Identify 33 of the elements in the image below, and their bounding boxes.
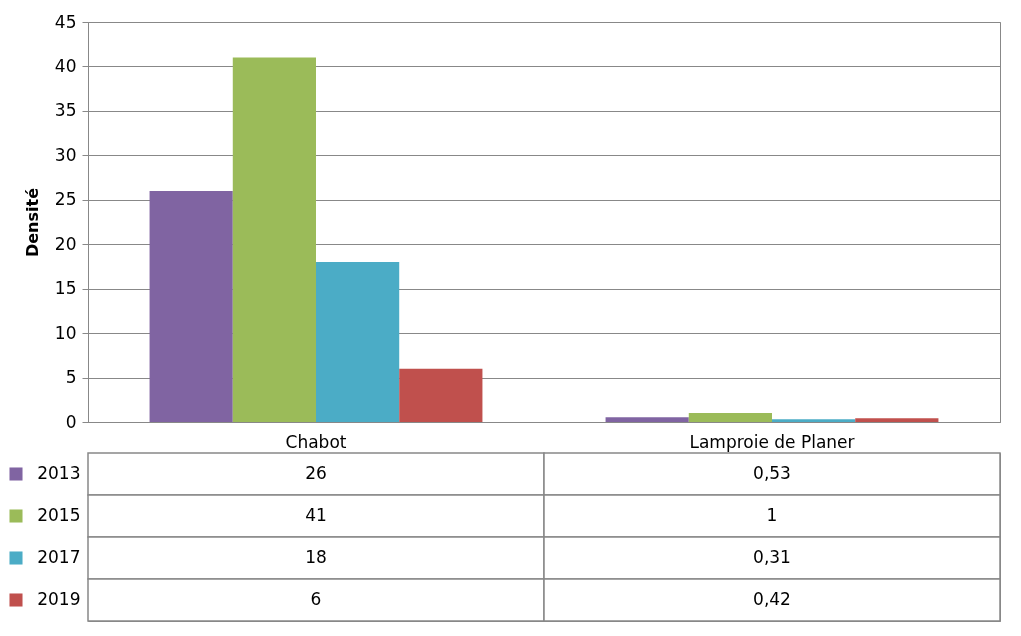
data-label: 0,31 bbox=[753, 547, 791, 567]
y-axis-title: Densité bbox=[22, 187, 42, 258]
legend-label: 2019 bbox=[37, 589, 81, 609]
y-tick-label: 10 bbox=[54, 322, 77, 343]
bar bbox=[855, 418, 939, 422]
data-label: 18 bbox=[305, 547, 327, 567]
y-tick-label: 15 bbox=[54, 278, 77, 299]
data-label: 1 bbox=[766, 505, 778, 525]
bar bbox=[316, 262, 400, 422]
data-label: 26 bbox=[305, 463, 327, 483]
y-tick-label: 20 bbox=[54, 233, 77, 254]
bar bbox=[688, 413, 772, 422]
bar bbox=[399, 368, 483, 422]
x-tick-label: Lamproie de Planer bbox=[689, 431, 855, 452]
data-label: 41 bbox=[305, 505, 327, 525]
x-tick-label: Chabot bbox=[285, 431, 347, 452]
legend-label: 2017 bbox=[37, 547, 81, 567]
bar bbox=[605, 417, 689, 422]
legend-label: 2013 bbox=[37, 463, 81, 483]
data-label: 0,42 bbox=[753, 589, 791, 609]
data-label: 6 bbox=[310, 589, 322, 609]
bar bbox=[772, 419, 856, 422]
legend-label: 2015 bbox=[37, 505, 81, 525]
y-tick-label: 45 bbox=[54, 11, 77, 32]
y-tick-label: 40 bbox=[54, 55, 77, 76]
y-tick-label: 30 bbox=[54, 144, 77, 165]
bar bbox=[232, 57, 316, 422]
y-tick-label: 25 bbox=[54, 189, 77, 210]
data-label: 0,53 bbox=[753, 463, 791, 483]
y-tick-label: 35 bbox=[54, 100, 77, 121]
y-tick-label: 0 bbox=[65, 411, 77, 432]
bar bbox=[149, 190, 233, 422]
y-tick-label: 5 bbox=[65, 367, 77, 388]
